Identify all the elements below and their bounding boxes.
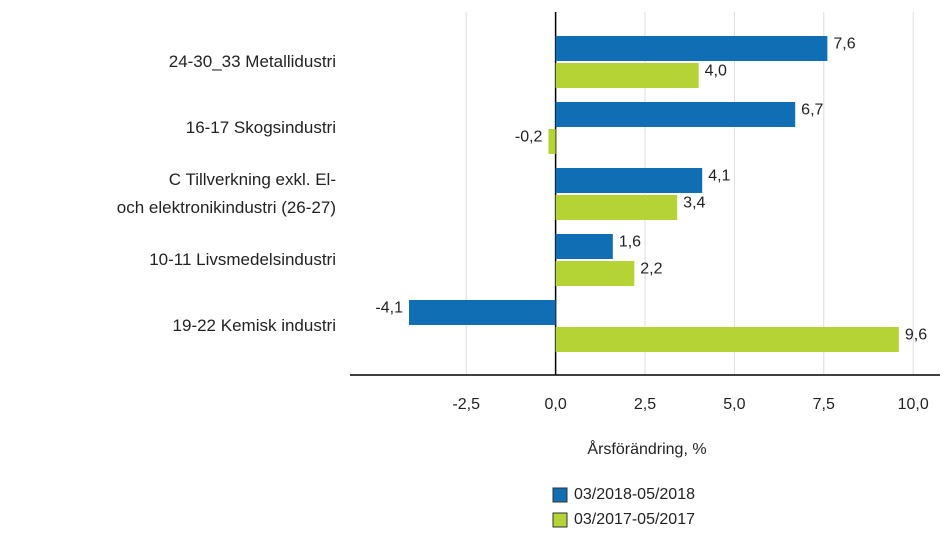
bar (555, 168, 703, 193)
value-label: 4,0 (705, 63, 727, 80)
bar (409, 300, 556, 325)
value-label: 6,7 (801, 102, 823, 119)
x-tick-label: 7,5 (813, 396, 835, 413)
bar (555, 63, 699, 88)
legend-label: 03/2017-05/2017 (574, 511, 695, 528)
value-label: -4,1 (375, 300, 403, 317)
legend-swatch (552, 512, 568, 528)
bar (555, 36, 828, 61)
value-label: 3,4 (683, 195, 705, 212)
value-label: 4,1 (708, 168, 730, 185)
x-tick-label: 0,0 (544, 396, 566, 413)
y-tick-label: 19-22 Kemisk industri (172, 316, 336, 335)
legend-label: 03/2018-05/2018 (574, 486, 695, 503)
legend-swatch (552, 487, 568, 503)
bar (555, 327, 899, 352)
value-label: 7,6 (833, 36, 855, 53)
x-tick-label: -2,5 (452, 396, 480, 413)
bar (555, 234, 613, 259)
bar (555, 261, 635, 286)
y-tick-label: C Tillverkning exkl. El- och elektroniki… (116, 170, 336, 217)
bar (555, 102, 796, 127)
bar (548, 129, 556, 154)
y-tick-label: 24-30_33 Metallidustri (168, 52, 336, 71)
y-tick-label: 10-11 Livsmedelsindustri (149, 250, 336, 269)
value-label: -0,2 (515, 129, 543, 146)
x-tick-label: 2,5 (634, 396, 656, 413)
value-label: 9,6 (905, 327, 927, 344)
bar (555, 195, 678, 220)
value-label: 2,2 (640, 261, 662, 278)
value-label: 1,6 (619, 234, 641, 251)
x-tick-label: 10,0 (898, 396, 929, 413)
x-axis-label: Årsförändring, % (587, 439, 706, 458)
y-tick-label: 16-17 Skogsindustri (185, 118, 336, 137)
x-tick-label: 5,0 (723, 396, 745, 413)
